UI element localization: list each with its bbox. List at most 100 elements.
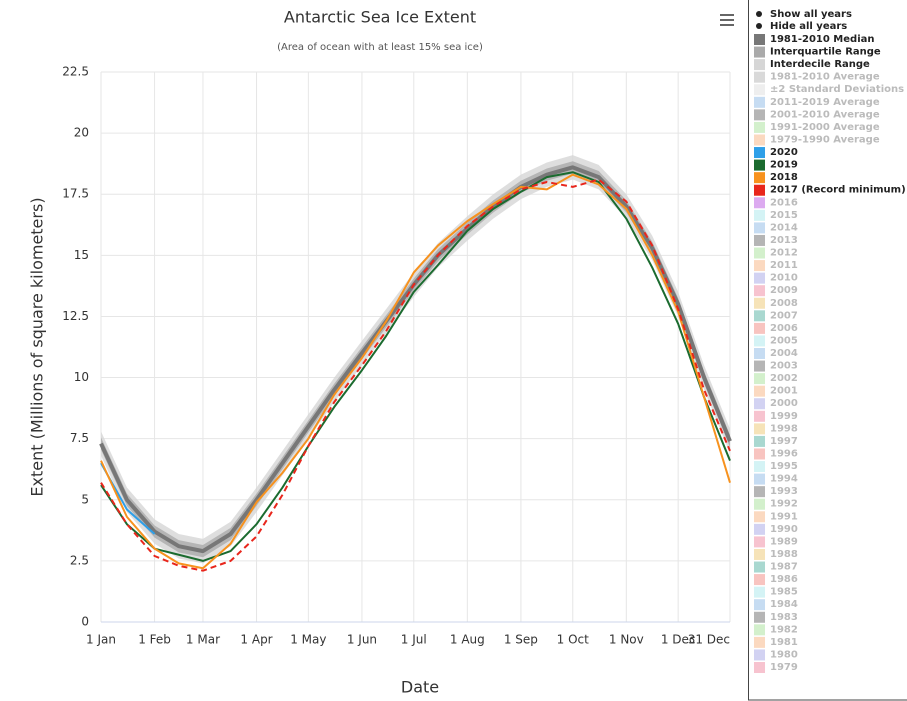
legend-swatch[interactable]: [754, 360, 765, 372]
legend-swatch[interactable]: [754, 486, 765, 498]
legend-swatch[interactable]: [754, 109, 765, 121]
legend-item[interactable]: 1991-2000 Average: [770, 122, 880, 133]
legend-item[interactable]: 2001: [770, 386, 798, 397]
legend-swatch[interactable]: [754, 348, 765, 359]
legend-swatch[interactable]: [754, 373, 765, 385]
menu-button[interactable]: [718, 12, 736, 30]
legend-swatch[interactable]: [754, 247, 765, 259]
legend-swatch[interactable]: [754, 197, 765, 209]
legend-item[interactable]: 2006: [770, 323, 798, 334]
legend-item[interactable]: 1996: [770, 448, 798, 459]
legend-swatch[interactable]: [754, 511, 765, 523]
legend-item[interactable]: ±2 Standard Deviations: [770, 84, 904, 95]
legend-swatch[interactable]: [754, 461, 765, 473]
legend-item[interactable]: 1988: [770, 549, 798, 560]
legend-swatch[interactable]: [754, 147, 765, 159]
legend-swatch[interactable]: [754, 322, 765, 334]
legend-swatch[interactable]: [754, 184, 765, 196]
legend-swatch[interactable]: [754, 335, 765, 347]
legend-item[interactable]: 1991: [770, 511, 798, 522]
legend-item[interactable]: 2000: [770, 398, 798, 409]
legend-item[interactable]: 1985: [770, 587, 798, 598]
legend-item[interactable]: 1987: [770, 562, 798, 573]
legend-item[interactable]: 2011: [770, 260, 798, 271]
legend-swatch[interactable]: [754, 84, 765, 96]
legend-item[interactable]: 2001-2010 Average: [770, 109, 880, 120]
legend-item[interactable]: 2014: [770, 222, 798, 233]
legend-swatch[interactable]: [754, 410, 765, 422]
legend-item[interactable]: 1994: [770, 474, 798, 485]
legend-swatch[interactable]: [754, 234, 765, 246]
legend-item[interactable]: 1998: [770, 423, 798, 434]
legend-item[interactable]: 1999: [770, 411, 798, 422]
legend-swatch[interactable]: [754, 662, 765, 673]
legend-item[interactable]: 1992: [770, 499, 798, 510]
legend-swatch[interactable]: [754, 624, 765, 636]
legend-item[interactable]: 1980: [770, 649, 798, 660]
legend-swatch[interactable]: [754, 285, 765, 297]
legend-item[interactable]: 2003: [770, 361, 798, 372]
legend-item[interactable]: 2004: [770, 348, 798, 359]
legend-item[interactable]: 1979: [770, 662, 798, 673]
legend-swatch[interactable]: [754, 548, 765, 560]
legend-item[interactable]: 2008: [770, 298, 798, 309]
legend-item[interactable]: Interdecile Range: [770, 59, 870, 70]
legend-item[interactable]: 2007: [770, 310, 798, 321]
legend-item[interactable]: 1979-1990 Average: [770, 134, 880, 145]
legend-item[interactable]: 2019: [770, 160, 798, 171]
legend-item[interactable]: 1984: [770, 599, 798, 610]
legend-item[interactable]: 2012: [770, 248, 798, 259]
legend-item[interactable]: 2017 (Record minimum): [770, 185, 906, 196]
legend-swatch[interactable]: [754, 272, 765, 284]
legend-swatch[interactable]: [754, 96, 765, 108]
legend-button[interactable]: Hide all years: [770, 21, 847, 32]
legend-swatch[interactable]: [754, 222, 765, 234]
legend-swatch[interactable]: [754, 297, 765, 309]
legend-swatch[interactable]: [754, 59, 765, 71]
legend-swatch[interactable]: [754, 398, 765, 410]
legend-item[interactable]: 2016: [770, 197, 798, 208]
legend-item[interactable]: 2015: [770, 210, 798, 221]
legend-item[interactable]: 2013: [770, 235, 798, 246]
legend-item[interactable]: 1997: [770, 436, 798, 447]
legend-swatch[interactable]: [754, 385, 765, 397]
legend-item[interactable]: 1995: [770, 461, 798, 472]
legend-swatch[interactable]: [754, 586, 765, 598]
legend-swatch[interactable]: [754, 159, 765, 171]
legend-item[interactable]: 1981-2010 Median: [770, 34, 874, 45]
legend-swatch[interactable]: [754, 71, 765, 83]
legend-swatch[interactable]: [754, 611, 765, 623]
legend-item[interactable]: 1993: [770, 486, 798, 497]
legend-swatch[interactable]: [754, 423, 765, 435]
legend-button[interactable]: Show all years: [770, 9, 852, 20]
legend-item[interactable]: 1981: [770, 637, 798, 648]
legend-item[interactable]: 1981-2010 Average: [770, 72, 880, 83]
legend-swatch[interactable]: [754, 260, 765, 272]
legend-swatch[interactable]: [754, 498, 765, 510]
legend-swatch[interactable]: [754, 435, 765, 447]
legend-item[interactable]: 2020: [770, 147, 798, 158]
legend-item[interactable]: 1990: [770, 524, 798, 535]
legend-swatch[interactable]: [754, 121, 765, 133]
legend-item[interactable]: 2011-2019 Average: [770, 97, 880, 108]
legend-swatch[interactable]: [754, 649, 765, 661]
legend-item[interactable]: 2005: [770, 335, 798, 346]
legend-swatch[interactable]: [754, 536, 765, 548]
legend-item[interactable]: 1989: [770, 536, 798, 547]
legend-item[interactable]: 2002: [770, 373, 798, 384]
legend-swatch[interactable]: [754, 134, 765, 146]
legend-swatch[interactable]: [754, 310, 765, 322]
legend-swatch[interactable]: [754, 34, 765, 45]
legend-swatch[interactable]: [754, 209, 765, 221]
legend-swatch[interactable]: [754, 636, 765, 648]
legend-swatch[interactable]: [754, 172, 765, 184]
legend-item[interactable]: 2010: [770, 273, 798, 284]
legend-swatch[interactable]: [754, 473, 765, 485]
legend-swatch[interactable]: [754, 561, 765, 573]
legend-item[interactable]: 1986: [770, 574, 798, 585]
legend-item[interactable]: Interquartile Range: [770, 47, 881, 58]
legend-swatch[interactable]: [754, 574, 765, 586]
legend-swatch[interactable]: [754, 523, 765, 535]
legend-item[interactable]: 2018: [770, 172, 798, 183]
legend-item[interactable]: 1982: [770, 624, 798, 635]
